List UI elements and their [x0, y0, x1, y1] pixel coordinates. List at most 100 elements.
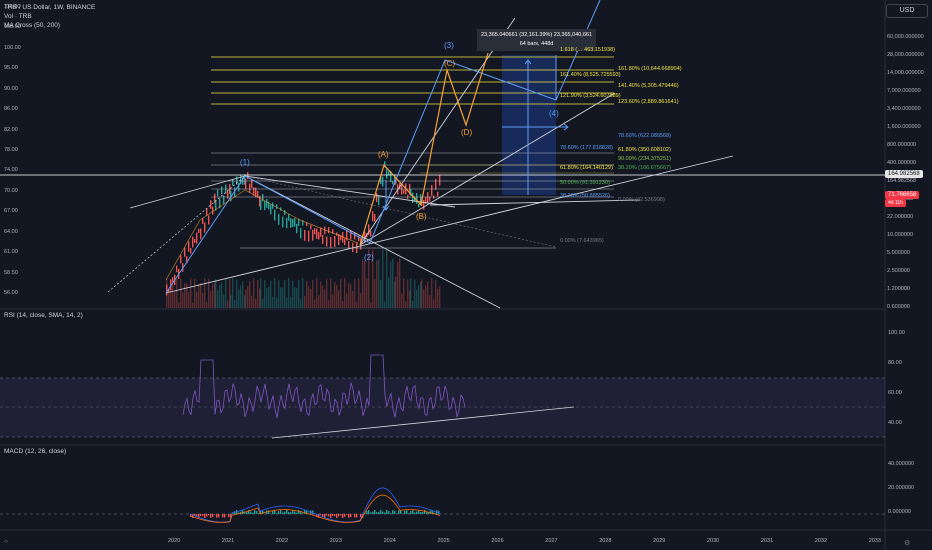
volume-bar: [198, 283, 200, 308]
candle: [192, 236, 194, 248]
axis-tick-label: 56.00: [4, 290, 18, 296]
volume-bar: [286, 297, 288, 308]
volume-bar: [356, 301, 358, 308]
candle: [306, 222, 308, 227]
volume-bar: [346, 293, 348, 308]
volume-bar: [358, 278, 360, 308]
volume-legend[interactable]: Vol · TRB: [4, 13, 32, 20]
macd-bar: [280, 510, 282, 514]
wave-label-1: (1): [240, 158, 250, 167]
macd-bar: [372, 511, 374, 514]
volume-bar: [292, 280, 294, 308]
volume-bar: [423, 289, 425, 308]
volume-bar: [394, 281, 396, 308]
volume-bar: [214, 282, 216, 308]
macd-bar: [334, 514, 336, 516]
fib-label: 0.00% (42.536998): [618, 197, 665, 203]
axis-tick-label: 80.00: [888, 360, 902, 366]
time-tick-label: 2023: [329, 538, 342, 544]
axis-tick-label: 86.00: [4, 106, 18, 113]
rsi-legend[interactable]: RSI (14, close, SMA, 14, 2): [4, 312, 83, 319]
macd-legend[interactable]: MACD (12, 26, close): [4, 448, 67, 455]
macd-bar: [422, 512, 424, 514]
settings-gear-icon[interactable]: ⚙: [904, 540, 911, 547]
currency-button[interactable]: USD: [886, 4, 928, 18]
candle: [249, 183, 251, 193]
macd-bar: [262, 510, 264, 514]
volume-bar: [308, 286, 310, 308]
volume-bar: [270, 280, 272, 308]
axis-tick-label: 100.00: [4, 44, 21, 51]
macd-bar: [356, 514, 358, 518]
candle: [346, 230, 348, 241]
volume-bar: [405, 301, 407, 308]
candle: [227, 191, 229, 199]
candle: [423, 199, 425, 210]
macd-bar: [282, 512, 284, 514]
volume-bar: [219, 284, 221, 308]
time-tick-label: 2026: [491, 538, 504, 544]
candle: [180, 255, 182, 264]
candle: [251, 179, 253, 188]
volume-bar: [230, 294, 232, 308]
macd-bar: [254, 510, 256, 514]
candle: [318, 232, 320, 240]
macd-bar: [294, 511, 296, 514]
volume-bar: [174, 291, 176, 308]
macd-bar: [290, 512, 292, 514]
volume-bar: [227, 300, 229, 308]
time-tick-label: 2032: [814, 538, 828, 544]
macd-bar: [336, 514, 338, 518]
symbol-legend[interactable]: TRB / US Dollar, 1W, BINANCE: [4, 4, 96, 11]
volume-bar: [215, 279, 217, 308]
volume-bar: [240, 285, 242, 308]
volume-bar: [255, 298, 257, 308]
fib-label: 161.80% (10,644.668904): [618, 66, 682, 72]
axis-tick-label: 22.000000: [887, 214, 913, 220]
axis-tick-label: 82.00: [4, 126, 18, 133]
volume-bar: [314, 299, 316, 308]
scroll-left-icon[interactable]: ‹›: [4, 539, 8, 545]
macd-bar: [366, 511, 368, 514]
time-tick-label: 2030: [707, 538, 720, 544]
candle: [322, 235, 324, 244]
macd-bar: [326, 514, 328, 516]
candle: [332, 229, 334, 234]
candle: [344, 238, 346, 246]
volume-bar: [257, 279, 259, 308]
macd-bar: [424, 510, 426, 514]
volume-bar: [284, 280, 286, 308]
volume-bar: [429, 295, 431, 308]
wave-label-3: (3): [444, 41, 454, 50]
macd-bar: [268, 510, 270, 514]
candle: [316, 228, 318, 239]
volume-bar: [278, 280, 280, 308]
volume-bar: [238, 289, 240, 308]
macd-bar: [400, 510, 402, 514]
volume-bar: [306, 281, 308, 308]
macd-bar: [376, 512, 378, 514]
macd-bar: [278, 511, 280, 514]
axis-tick-label: 100.00: [888, 330, 905, 336]
volume-bar: [368, 249, 370, 308]
candle: [210, 200, 212, 209]
volume-bar: [280, 287, 282, 308]
fib-label: 161.40% (8,525.725593): [560, 72, 621, 78]
candle: [439, 174, 441, 186]
volume-bar: [416, 289, 418, 308]
volume-bar: [172, 284, 174, 308]
candle: [166, 284, 168, 296]
volume-bar: [320, 281, 322, 308]
axis-tick-label: 70.00: [4, 187, 18, 194]
axis-tick-label: 1,600.000000: [887, 124, 921, 130]
candle: [370, 230, 372, 237]
macd-bar: [414, 512, 416, 514]
volume-bar: [378, 259, 380, 308]
fib-label: 0.00% (7.643965): [560, 238, 604, 244]
volume-bar: [435, 279, 437, 308]
macd-bar: [408, 513, 410, 514]
candle: [186, 256, 188, 264]
volume-bar: [274, 278, 276, 308]
ma-legend[interactable]: MA Cross (50, 200): [4, 22, 60, 29]
